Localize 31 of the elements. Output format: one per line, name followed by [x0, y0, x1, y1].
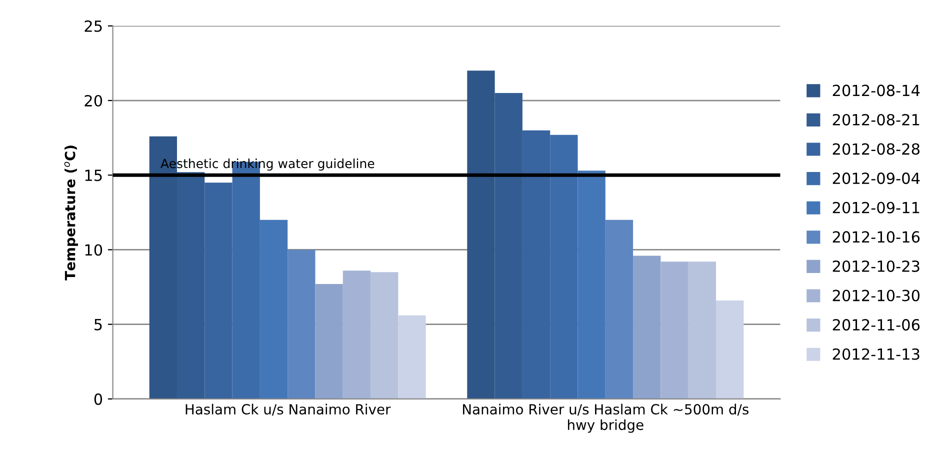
bar — [633, 256, 661, 399]
bar — [288, 250, 316, 399]
legend-label: 2012-11-06 — [832, 319, 920, 331]
legend-label: 2012-10-30 — [832, 290, 920, 302]
legend-label: 2012-10-16 — [832, 231, 920, 243]
legend-label: 2012-10-23 — [832, 260, 920, 272]
x-tick-label: Haslam Ck u/s Nanaimo River — [186, 404, 391, 416]
bar — [716, 300, 744, 399]
y-tick-label: 25 — [84, 20, 102, 32]
x-tick-label: Nanaimo River u/s Haslam Ck ~500m d/s hwy bridge — [463, 404, 748, 433]
legend-label: 2012-08-28 — [832, 143, 920, 155]
y-tick-label: 10 — [85, 244, 102, 256]
legend-label: 2012-09-04 — [832, 172, 920, 184]
y-axis-title: Temperature ($^{o}$C) — [64, 146, 78, 280]
bar — [605, 220, 634, 399]
legend-label: 2012-08-21 — [832, 114, 920, 126]
bar — [688, 262, 716, 399]
bar — [315, 284, 343, 399]
bar — [260, 220, 288, 399]
y-tick-label: 5 — [94, 318, 102, 330]
legend-label: 2012-11-13 — [832, 348, 920, 360]
bar — [578, 170, 606, 399]
bar — [370, 272, 398, 399]
y-tick-label: 20 — [84, 94, 102, 107]
y-tick-label: 0 — [94, 393, 102, 405]
y-tick-label: 15 — [85, 170, 102, 182]
bar — [342, 270, 371, 399]
legend-label: 2012-08-14 — [832, 84, 920, 96]
bar — [660, 262, 688, 399]
bar — [398, 315, 426, 399]
legend-label: 2012-09-11 — [832, 202, 920, 214]
